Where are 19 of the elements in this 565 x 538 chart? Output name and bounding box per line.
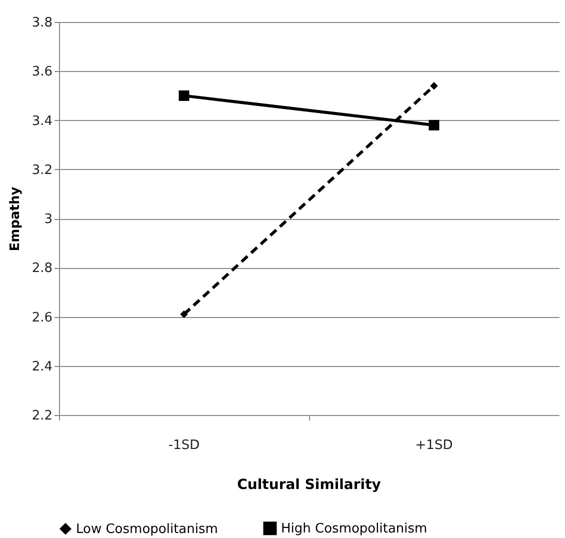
point	[428, 120, 440, 130]
x-axis-title: Cultural Similarity	[237, 477, 381, 493]
x-tick-label: +1SD	[415, 438, 453, 453]
y-tick-label: 2.2	[32, 408, 52, 424]
x-tick-label: -1SD	[168, 438, 200, 453]
y-tick-label: 2.8	[32, 261, 52, 276]
y-tick-label: 3.4	[32, 114, 52, 129]
y-tick-label: 3.8	[32, 16, 52, 30]
y-tick-label: 3	[44, 212, 52, 227]
y-tick-label: 3.6	[32, 64, 52, 80]
legend-label: Low Cosmopolitanism	[76, 522, 218, 537]
y-axis-title: Empathy	[8, 186, 23, 252]
y-tick-label: 2.4	[32, 359, 52, 374]
point	[180, 310, 188, 318]
point	[178, 90, 190, 101]
y-tick-label: 3.2	[32, 162, 52, 178]
y-tick-label: 2.6	[32, 310, 52, 326]
legend-label: High Cosmopolitanism	[281, 521, 428, 536]
point	[430, 82, 438, 90]
